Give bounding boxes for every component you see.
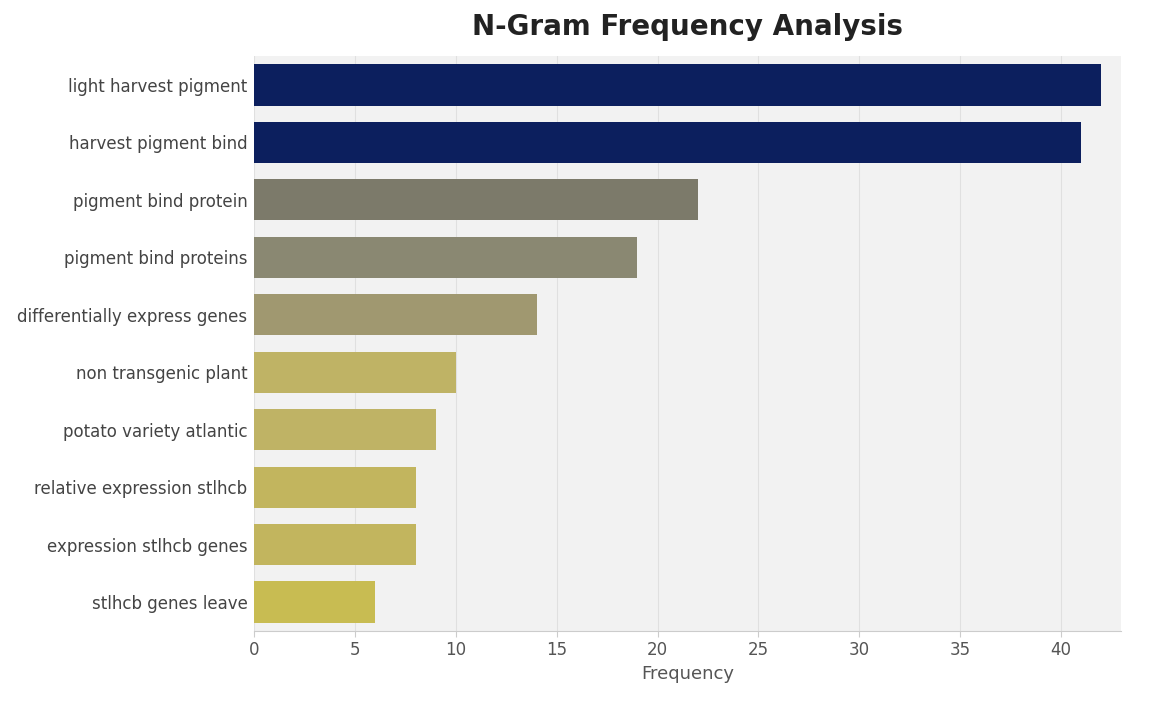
Bar — [254, 236, 637, 278]
Bar — [254, 179, 698, 221]
Bar — [254, 524, 416, 566]
Bar — [254, 351, 455, 393]
Bar — [254, 581, 376, 623]
X-axis label: Frequency: Frequency — [642, 665, 734, 683]
Bar — [254, 64, 1102, 106]
Bar — [254, 121, 1081, 163]
Bar — [254, 466, 416, 508]
Bar — [254, 294, 536, 336]
Title: N-Gram Frequency Analysis: N-Gram Frequency Analysis — [473, 13, 903, 41]
Bar — [254, 409, 436, 451]
